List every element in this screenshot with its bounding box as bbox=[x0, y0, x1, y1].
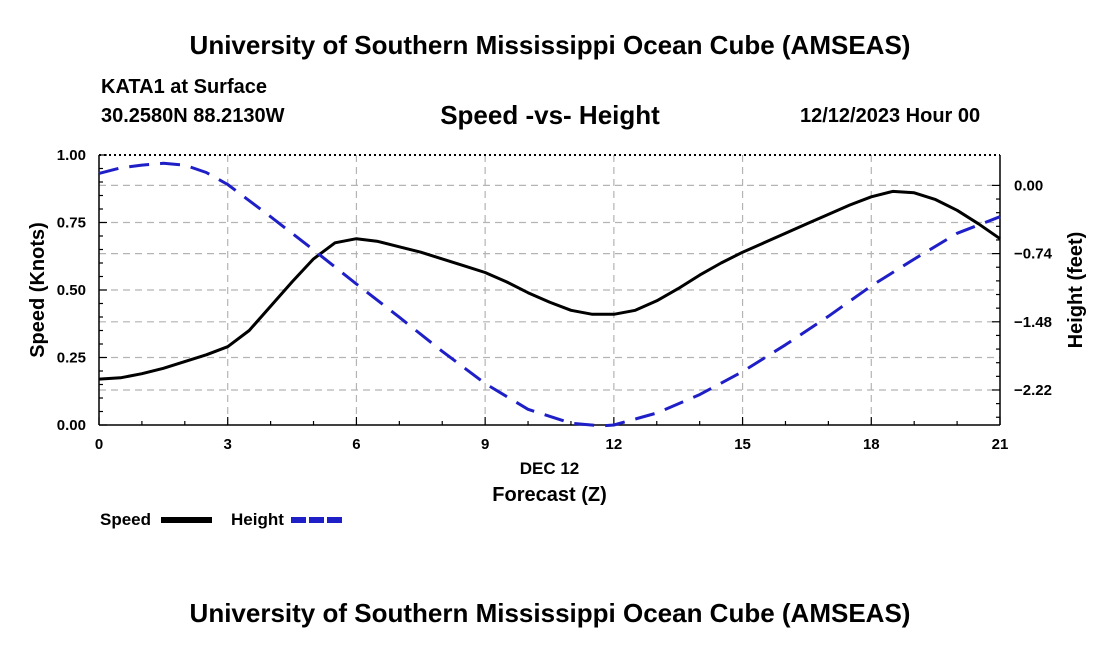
y-tick-label: 0.75 bbox=[57, 215, 86, 232]
footer-title: University of Southern Mississippi Ocean… bbox=[189, 598, 911, 628]
y2-tick-label: −2.22 bbox=[1014, 382, 1052, 399]
height-line bbox=[98, 161, 1001, 428]
x-tick-label: 12 bbox=[606, 436, 623, 453]
y-tick-label: 0.25 bbox=[57, 350, 86, 367]
legend-speed-label: Speed bbox=[100, 510, 151, 529]
x-tick-label: 9 bbox=[481, 436, 489, 453]
station-name: KATA1 at Surface bbox=[101, 76, 267, 98]
station-coords: 30.2580N 88.2130W bbox=[101, 105, 285, 127]
x-tick-label: 0 bbox=[95, 436, 103, 453]
y2-tick-label: −1.48 bbox=[1014, 314, 1052, 331]
speed-line bbox=[98, 189, 1001, 381]
y2-axis-title: Height (feet) bbox=[1065, 232, 1087, 349]
x-tick-label: 18 bbox=[863, 436, 880, 453]
x-axis-title: Forecast (Z) bbox=[492, 484, 606, 506]
x-tick-label: 15 bbox=[734, 436, 751, 453]
figure-title: University of Southern Mississippi Ocean… bbox=[189, 30, 911, 60]
chart-title: Speed -vs- Height bbox=[440, 100, 660, 130]
y2-tick-label: −0.74 bbox=[1014, 246, 1053, 263]
x-axis-date-label: DEC 12 bbox=[520, 459, 580, 478]
y-axis-title: Speed (Knots) bbox=[27, 222, 49, 358]
x-tick-label: 6 bbox=[352, 436, 360, 453]
y-tick-label: 0.00 bbox=[57, 417, 86, 434]
x-tick-label: 3 bbox=[224, 436, 232, 453]
y-tick-label: 1.00 bbox=[57, 147, 86, 164]
x-tick-label: 21 bbox=[992, 436, 1009, 453]
legend-height-label: Height bbox=[231, 510, 284, 529]
y-tick-label: 0.50 bbox=[57, 282, 86, 299]
forecast-date: 12/12/2023 Hour 00 bbox=[800, 105, 981, 127]
y2-tick-label: 0.00 bbox=[1014, 177, 1043, 194]
